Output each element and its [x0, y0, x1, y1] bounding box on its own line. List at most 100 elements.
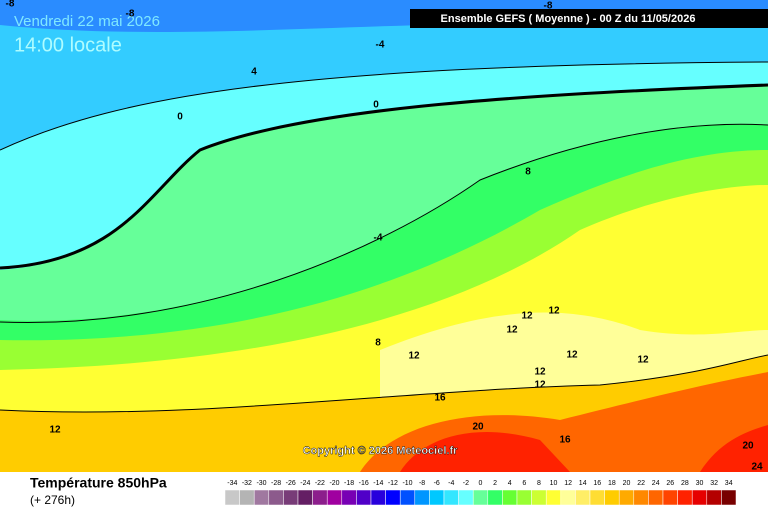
contour-label: 24: [751, 462, 763, 473]
legend-label: 14: [579, 480, 587, 487]
legend-swatch: [297, 489, 313, 506]
legend-swatch: [618, 489, 635, 506]
contour-label: 12: [637, 355, 649, 366]
legend-label: -30: [256, 480, 266, 487]
legend-swatch: [677, 489, 693, 506]
legend-label: 10: [550, 480, 558, 487]
legend-label: -26: [286, 480, 296, 487]
legend-swatch: [399, 489, 416, 506]
legend-swatch: [312, 489, 328, 506]
contour-label: 20: [472, 422, 484, 433]
legend-swatch: [706, 489, 722, 506]
legend-label: -28: [271, 480, 281, 487]
legend-swatch: [472, 489, 489, 506]
field-title: Température 850hPa: [30, 475, 167, 491]
legend-swatch: [370, 489, 386, 506]
time: 14:00 locale: [14, 34, 122, 56]
legend-swatch: [531, 489, 547, 506]
legend-label: 0: [479, 480, 483, 487]
legend-swatch: [224, 489, 240, 506]
contour-label: -4: [376, 40, 385, 51]
contour-label: 12: [506, 325, 518, 336]
contour-label: 12: [521, 311, 533, 322]
zero-isotherm: [0, 83, 768, 270]
legend-label: 12: [564, 480, 572, 487]
contour-label: 8: [525, 167, 531, 178]
legend-swatch: [545, 489, 562, 506]
legend-label: -32: [242, 480, 252, 487]
legend-label: 24: [652, 480, 660, 487]
contour-label: 20: [742, 441, 754, 452]
legend-swatch: [458, 489, 474, 506]
legend-label: -20: [329, 480, 339, 487]
run-box: [410, 9, 768, 28]
legend-swatch: [283, 489, 299, 506]
legend-label: -14: [373, 480, 383, 487]
legend-swatch: [429, 489, 445, 506]
legend-label: 30: [696, 480, 704, 487]
contour-label: -4: [374, 233, 383, 244]
legend-swatch: [516, 489, 532, 506]
legend-swatch: [633, 489, 649, 506]
contour-label: 8: [375, 338, 381, 349]
legend-swatch: [443, 489, 459, 506]
legend-label: 6: [522, 480, 526, 487]
contour-label: 12: [534, 380, 546, 391]
contour-label: 12: [548, 306, 560, 317]
legend-label: -2: [463, 480, 469, 487]
legend-swatch: [575, 489, 591, 506]
legend-label: 28: [681, 480, 689, 487]
legend-label: 16: [593, 480, 601, 487]
legend-swatch: [385, 489, 401, 506]
legend-swatch: [341, 489, 357, 506]
legend-label: -16: [359, 480, 369, 487]
legend-swatch: [326, 489, 343, 506]
legend-label: -4: [448, 480, 454, 487]
legend-label: -24: [300, 480, 310, 487]
contour-label: 12: [566, 350, 578, 361]
contour-label: 12: [408, 351, 420, 362]
legend-swatch: [356, 489, 372, 506]
legend-swatch: [604, 489, 620, 506]
legend-swatch: [253, 489, 270, 506]
contour-label: 12: [49, 425, 61, 436]
legend-swatch: [502, 489, 518, 506]
legend-label: 26: [666, 480, 674, 487]
legend-label: -8: [419, 480, 425, 487]
lead-time: (+ 276h): [30, 493, 75, 507]
legend-label: -22: [315, 480, 325, 487]
contour-label: -8: [126, 9, 135, 20]
legend-label: -18: [344, 480, 354, 487]
legend-swatch: [560, 489, 576, 506]
legend-label: 8: [537, 480, 541, 487]
contour-label: 16: [434, 393, 446, 404]
run-info: Ensemble GEFS ( Moyenne ) - 00 Z du 11/0…: [441, 13, 696, 25]
legend-label: 34: [725, 480, 733, 487]
legend-label: 20: [623, 480, 631, 487]
legend-swatch: [721, 489, 737, 506]
contour-label: 0: [373, 100, 379, 111]
contour-label: 4: [251, 67, 257, 78]
legend-label: 4: [508, 480, 512, 487]
date: Vendredi 22 mai 2026: [14, 13, 160, 30]
copyright: Copyright © 2026 Meteociel.fr: [303, 445, 459, 457]
legend-label: 32: [710, 480, 718, 487]
legend-swatch: [487, 489, 503, 506]
legend-swatch: [268, 489, 284, 506]
legend-swatch: [239, 489, 255, 506]
legend-label: -12: [388, 480, 398, 487]
legend-label: 22: [637, 480, 645, 487]
legend-swatch: [589, 489, 605, 506]
legend-swatch: [662, 489, 678, 506]
isotherm: [0, 61, 768, 413]
legend-label: -6: [434, 480, 440, 487]
legend-label: -10: [402, 480, 412, 487]
contour-label: 16: [559, 435, 571, 446]
legend-label: 18: [608, 480, 616, 487]
legend-label: -34: [227, 480, 237, 487]
contour-label: -8: [544, 1, 553, 12]
temp-band: [400, 425, 768, 472]
legend-label: 2: [493, 480, 497, 487]
legend-swatch: [691, 489, 708, 506]
